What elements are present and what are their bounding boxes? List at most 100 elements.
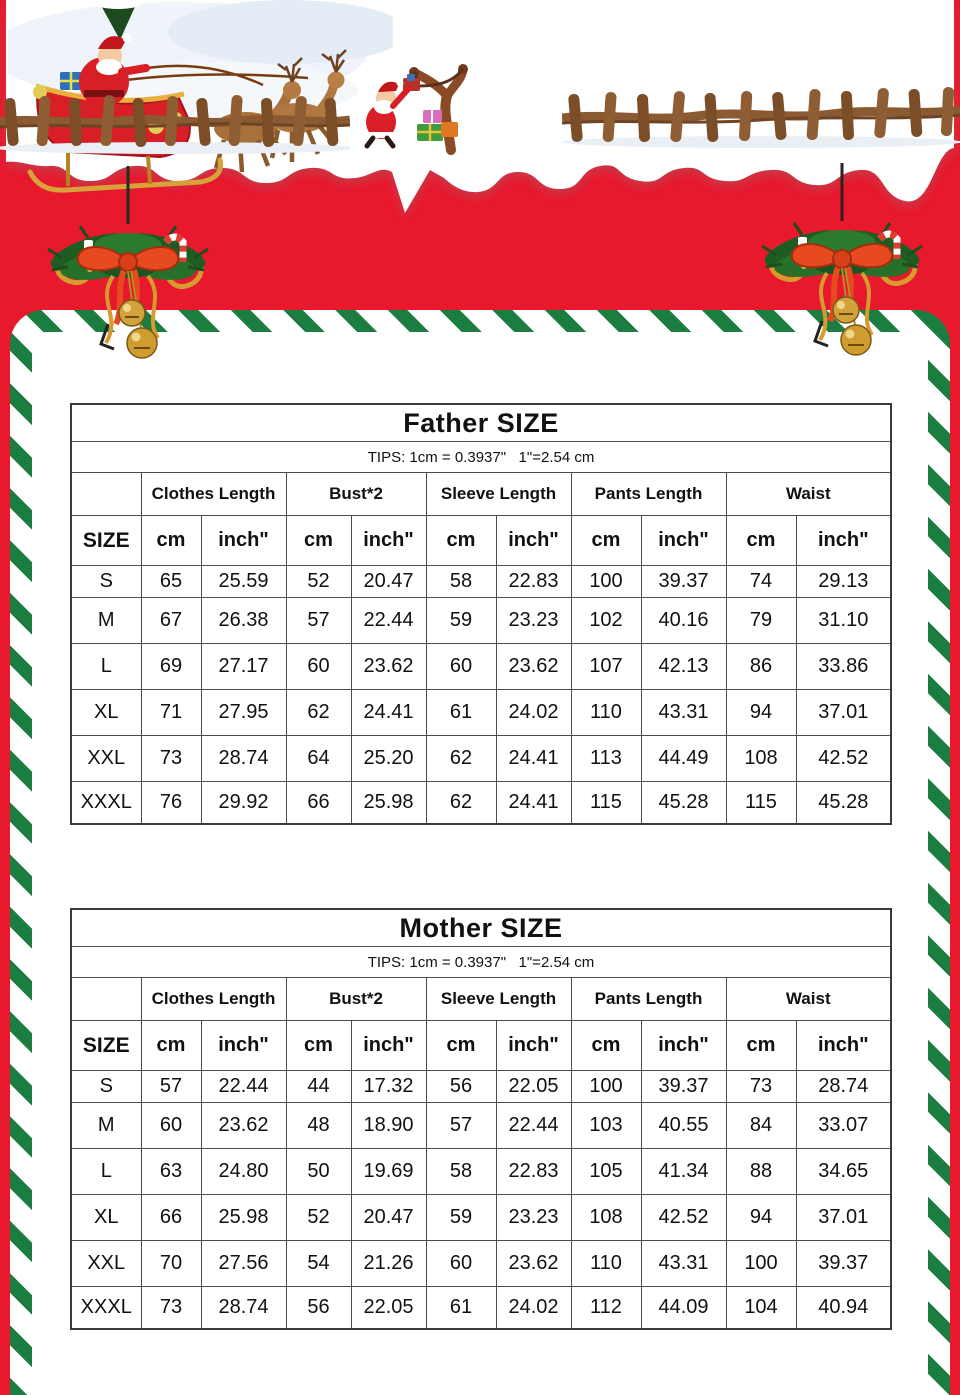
table-row: L 69 27.17 60 23.62 60 23.62 107 42.13 86 33.86 <box>70 643 892 690</box>
inch-header: inch" <box>495 1020 572 1071</box>
conversion-tips: TIPS: 1cm = 0.3937" 1"=2.54 cm <box>70 441 892 473</box>
cm-value: 100 <box>725 1240 797 1287</box>
cm-value: 73 <box>140 735 202 782</box>
cm-value: 86 <box>725 643 797 690</box>
table-row: XL 71 27.95 62 24.41 61 24.02 110 43.31 94 37.01 <box>70 689 892 736</box>
cm-value: 107 <box>570 643 642 690</box>
inch-header: inch" <box>640 1020 727 1071</box>
cm-value: 108 <box>570 1194 642 1241</box>
inch-value: 40.94 <box>795 1286 892 1329</box>
cm-value: 64 <box>285 735 352 782</box>
row-size-label: M <box>70 597 142 644</box>
row-size-label: XL <box>70 689 142 736</box>
wooden-fence-icon <box>562 87 960 148</box>
inch-value: 27.17 <box>200 643 287 690</box>
cm-value: 110 <box>570 689 642 736</box>
inch-value: 23.62 <box>495 643 572 690</box>
inch-value: 24.41 <box>495 735 572 782</box>
inch-header: inch" <box>200 515 287 566</box>
table-title: Father SIZE <box>70 403 892 442</box>
mother-size-table: Mother SIZE TIPS: 1cm = 0.3937" 1"=2.54 … <box>70 908 893 1330</box>
cm-value: 60 <box>425 1240 497 1287</box>
cm-header: cm <box>140 1020 202 1071</box>
cm-value: 94 <box>725 1194 797 1241</box>
inch-value: 43.31 <box>640 689 727 736</box>
inch-value: 40.16 <box>640 597 727 644</box>
cm-header: cm <box>570 515 642 566</box>
inch-value: 42.13 <box>640 643 727 690</box>
cm-value: 59 <box>425 597 497 644</box>
cm-value: 115 <box>570 781 642 824</box>
cm-value: 62 <box>425 735 497 782</box>
inch-value: 24.41 <box>350 689 427 736</box>
inch-value: 29.92 <box>200 781 287 824</box>
cm-value: 60 <box>425 643 497 690</box>
cm-value: 50 <box>285 1148 352 1195</box>
cm-header: cm <box>425 1020 497 1071</box>
table-row: M 67 26.38 57 22.44 59 23.23 102 40.16 79 31.10 <box>70 597 892 644</box>
cm-value: 60 <box>140 1102 202 1149</box>
table-row: S 65 25.59 52 20.47 58 22.83 100 39.37 74 29.13 <box>70 565 892 598</box>
wooden-fence-icon <box>0 95 350 154</box>
inch-value: 23.62 <box>200 1102 287 1149</box>
inch-value: 44.49 <box>640 735 727 782</box>
cm-value: 44 <box>285 1070 352 1103</box>
row-size-label: XXL <box>70 735 142 782</box>
cm-value: 103 <box>570 1102 642 1149</box>
cm-value: 67 <box>140 597 202 644</box>
inch-value: 28.74 <box>200 1286 287 1329</box>
inch-value: 24.02 <box>495 1286 572 1329</box>
inch-value: 25.98 <box>350 781 427 824</box>
column-group-header: Clothes Length <box>140 977 287 1021</box>
inch-value: 20.47 <box>350 565 427 598</box>
inch-header: inch" <box>200 1020 287 1071</box>
inch-value: 29.13 <box>795 565 892 598</box>
inch-header: inch" <box>640 515 727 566</box>
inch-value: 25.98 <box>200 1194 287 1241</box>
cm-header: cm <box>285 515 352 566</box>
inch-value: 45.28 <box>640 781 727 824</box>
cm-value: 100 <box>570 1070 642 1103</box>
inch-value: 23.62 <box>350 643 427 690</box>
santa-slingshot-icon <box>364 64 468 155</box>
inch-value: 34.65 <box>795 1148 892 1195</box>
cm-value: 94 <box>725 689 797 736</box>
cm-value: 88 <box>725 1148 797 1195</box>
cm-value: 60 <box>285 643 352 690</box>
inch-value: 37.01 <box>795 1194 892 1241</box>
cm-value: 71 <box>140 689 202 736</box>
cm-value: 62 <box>425 781 497 824</box>
table-row: XXL 73 28.74 64 25.20 62 24.41 113 44.49 108 42.52 <box>70 735 892 782</box>
cm-value: 115 <box>725 781 797 824</box>
inch-value: 42.52 <box>640 1194 727 1241</box>
father-size-table: Father SIZE TIPS: 1cm = 0.3937" 1"=2.54 … <box>70 403 893 825</box>
inch-value: 42.52 <box>795 735 892 782</box>
cm-value: 52 <box>285 565 352 598</box>
column-group-header: Waist <box>725 977 892 1021</box>
inch-value: 22.83 <box>495 565 572 598</box>
column-group-header: Pants Length <box>570 472 727 516</box>
cm-header: cm <box>285 1020 352 1071</box>
cm-value: 105 <box>570 1148 642 1195</box>
inch-value: 26.38 <box>200 597 287 644</box>
cm-value: 61 <box>425 1286 497 1329</box>
table-title: Mother SIZE <box>70 908 892 947</box>
cm-header: cm <box>425 515 497 566</box>
inch-value: 22.05 <box>495 1070 572 1103</box>
row-size-label: S <box>70 1070 142 1103</box>
inch-value: 25.59 <box>200 565 287 598</box>
cm-value: 57 <box>285 597 352 644</box>
inch-value: 28.74 <box>200 735 287 782</box>
inch-value: 27.56 <box>200 1240 287 1287</box>
cm-value: 104 <box>725 1286 797 1329</box>
inch-header: inch" <box>795 515 892 566</box>
inch-value: 37.01 <box>795 689 892 736</box>
cm-value: 62 <box>285 689 352 736</box>
inch-header: inch" <box>350 1020 427 1071</box>
row-size-label: XXXL <box>70 1286 142 1329</box>
cm-value: 79 <box>725 597 797 644</box>
empty-header-cell <box>70 977 142 1021</box>
row-size-label: XL <box>70 1194 142 1241</box>
inch-value: 18.90 <box>350 1102 427 1149</box>
